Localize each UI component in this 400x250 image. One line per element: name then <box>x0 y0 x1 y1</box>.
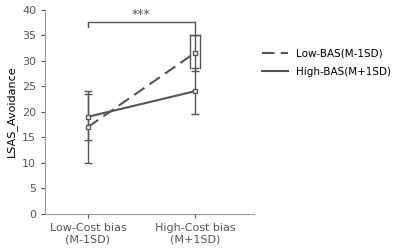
Legend: Low-BAS(M-1SD), High-BAS(M+1SD): Low-BAS(M-1SD), High-BAS(M+1SD) <box>259 46 394 80</box>
Y-axis label: LSAS_Avoidance: LSAS_Avoidance <box>6 66 16 158</box>
Text: ***: *** <box>132 8 151 21</box>
